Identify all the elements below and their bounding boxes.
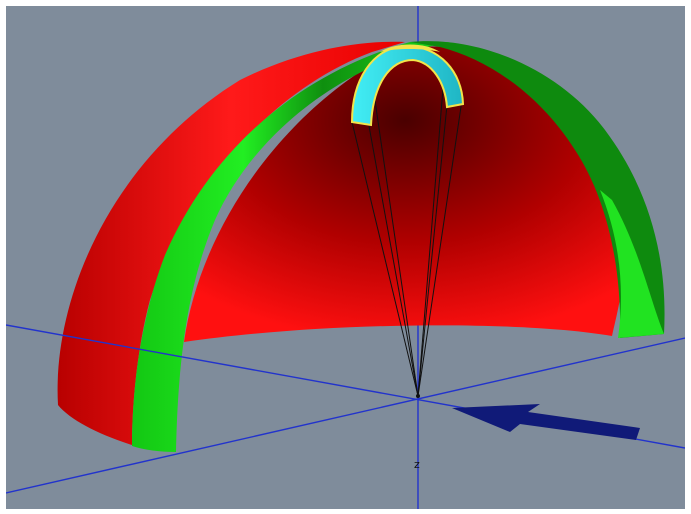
suspension-lines: [351, 75, 463, 397]
y-axis-line: [6, 337, 685, 494]
green-band-left[interactable]: [132, 42, 450, 452]
green-band-right-highlight: [600, 190, 664, 338]
wind-direction-arrow[interactable]: [452, 404, 640, 440]
scene-svg: z: [6, 6, 685, 509]
paraglider-wing-top: [380, 44, 440, 52]
paraglider-wing[interactable]: [350, 44, 465, 127]
canopy-inner-surface[interactable]: [184, 46, 626, 342]
origin-point: [416, 394, 420, 398]
3d-viewport[interactable]: z: [6, 6, 685, 509]
canopy-outer-left[interactable]: [57, 41, 405, 445]
z-axis-label: z: [414, 458, 420, 471]
